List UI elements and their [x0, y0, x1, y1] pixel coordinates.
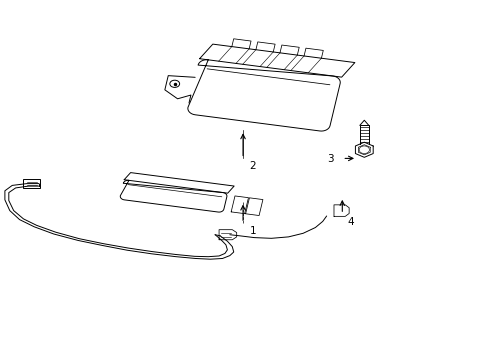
Text: 3: 3: [326, 154, 333, 165]
Text: 2: 2: [249, 161, 256, 171]
Text: 4: 4: [346, 217, 353, 227]
Text: 1: 1: [249, 226, 256, 236]
FancyBboxPatch shape: [23, 179, 40, 188]
